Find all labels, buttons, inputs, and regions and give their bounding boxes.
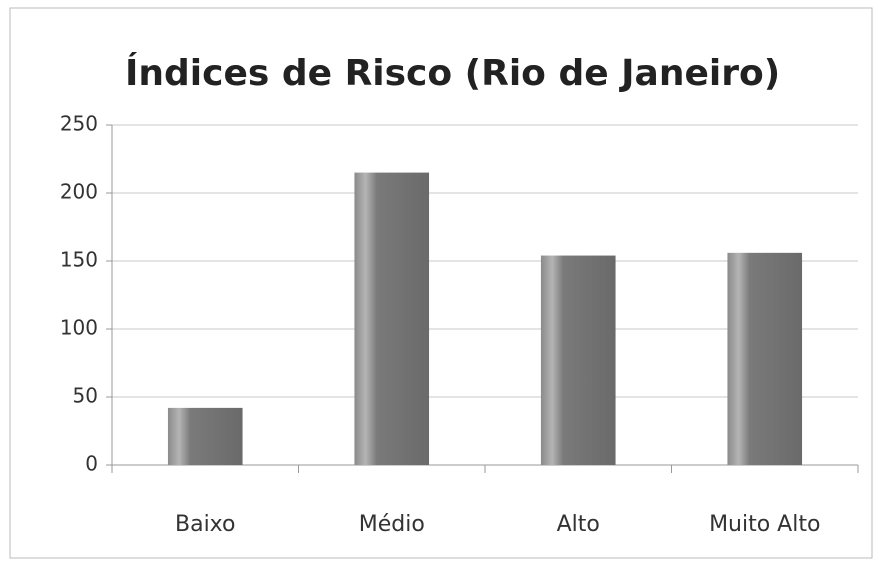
x-tick-label: Muito Alto [709, 512, 820, 537]
y-tick-label: 150 [60, 248, 98, 272]
x-tick-label: Baixo [175, 512, 236, 537]
y-tick-label: 50 [73, 384, 98, 408]
x-tick-label: Alto [557, 512, 600, 537]
y-tick-label: 200 [60, 180, 98, 204]
bar [540, 255, 616, 465]
y-tick-label: 250 [60, 112, 98, 136]
x-tick-label: Médio [359, 512, 425, 537]
bar [167, 407, 243, 465]
y-tick-label: 100 [60, 316, 98, 340]
bar [727, 252, 803, 465]
bar [354, 172, 430, 465]
y-tick-label: 0 [85, 452, 98, 476]
chart-title: Índices de Risco (Rio de Janeiro) [125, 52, 780, 94]
